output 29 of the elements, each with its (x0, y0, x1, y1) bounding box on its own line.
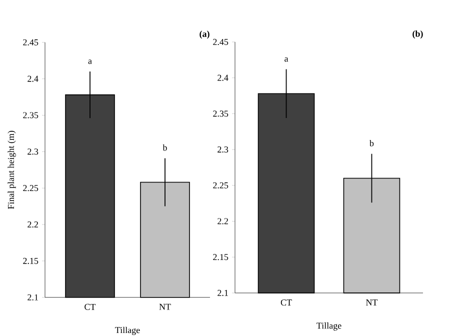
x-tick-label: NT (366, 299, 378, 306)
annotation: a (88, 60, 92, 64)
y-tick-label: 2.2 (218, 218, 228, 224)
y-tick-label: 2.4 (218, 74, 228, 81)
y-tick-label: 2.25 (23, 185, 38, 192)
y-tick-label: 2.45 (213, 38, 228, 46)
y-tick-label: 2.3 (28, 148, 38, 155)
y-tick-label: 2.2 (28, 221, 38, 228)
y-tick-label: 2.25 (213, 182, 228, 188)
x-axis-title: Tillage (316, 322, 342, 331)
annotation: b (162, 144, 167, 151)
y-tick-label: 2.35 (23, 112, 38, 118)
annotation: a (284, 57, 288, 62)
text: (a) (200, 30, 210, 39)
y-tick-label: 2.4 (28, 76, 38, 82)
y-tick-label: 2.1 (218, 290, 228, 296)
text: (b) (412, 30, 423, 39)
x-tick-label: CT (84, 304, 96, 310)
y-tick-label: 2.45 (23, 39, 38, 46)
y-tick-label: 2.3 (218, 146, 228, 153)
x-tick-label: NT (159, 304, 171, 310)
annotation: b (369, 140, 374, 146)
y-tick-label: 2.15 (23, 258, 38, 264)
y-tick-label: 2.1 (28, 294, 38, 300)
y-tick-label: 2.35 (213, 110, 228, 117)
x-tick-label: CT (280, 299, 292, 306)
x-axis-title: Tillage (115, 326, 140, 336)
y-tick-label: 2.15 (213, 254, 228, 260)
y-axis-title: Final plant height (m) (8, 130, 16, 209)
